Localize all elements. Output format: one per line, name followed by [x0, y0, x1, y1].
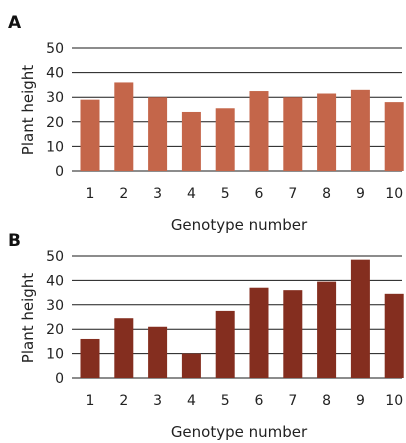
y-tick-label-a-3: 30 [46, 90, 64, 106]
bar-b-9 [350, 259, 370, 378]
x-tick-label-a-6: 6 [255, 186, 264, 202]
bar-a-1 [80, 99, 100, 171]
bars-a [80, 82, 404, 171]
bar-a-7 [283, 97, 303, 171]
x-tick-label-b-2: 2 [119, 393, 128, 409]
bar-a-9 [350, 89, 370, 171]
bar-b-4 [181, 353, 201, 378]
bar-a-3 [148, 97, 168, 171]
bar-a-5 [215, 108, 235, 171]
y-tick-label-a-2: 20 [46, 115, 64, 131]
x-tick-label-b-8: 8 [322, 393, 331, 409]
y-axis-label-a: Plant height [19, 65, 37, 155]
y-tick-label-b-2: 20 [46, 322, 64, 338]
x-tick-label-b-6: 6 [255, 393, 264, 409]
x-tick-label-b-10: 10 [385, 393, 403, 409]
x-tick-label-a-5: 5 [221, 186, 230, 202]
x-tick-label-a-3: 3 [153, 186, 162, 202]
y-tick-label-b-0: 0 [55, 371, 64, 387]
bar-b-6 [249, 287, 269, 378]
y-tick-label-b-1: 10 [46, 347, 64, 363]
y-tick-label-a-4: 40 [46, 66, 64, 82]
x-axis-label-a: Genotype number [171, 216, 308, 234]
bar-a-8 [317, 93, 337, 171]
bar-b-5 [215, 310, 235, 378]
bar-b-7 [283, 290, 303, 378]
bars-b [80, 259, 404, 378]
y-tick-label-a-0: 0 [55, 164, 64, 180]
x-tick-label-a-10: 10 [385, 186, 403, 202]
y-tick-label-b-4: 40 [46, 273, 64, 289]
bar-b-8 [317, 281, 337, 378]
bar-a-2 [114, 82, 134, 171]
x-tick-labels-b: 1 2 3 4 5 6 7 8 9 10 [86, 393, 404, 409]
panel-label-b: B [8, 231, 21, 251]
y-tick-label-a-1: 10 [46, 139, 64, 155]
x-tick-label-a-4: 4 [187, 186, 196, 202]
y-tick-label-b-5: 50 [46, 249, 64, 265]
panel-a: A Plant height 0 10 20 30 40 50 1 2 3 4 5 6 7 8 9 10 G… [8, 13, 404, 234]
y-tick-labels-a: 0 10 20 30 40 50 [46, 41, 64, 180]
x-tick-label-a-8: 8 [322, 186, 331, 202]
y-tick-labels-b: 0 10 20 30 40 50 [46, 249, 64, 387]
x-tick-label-b-9: 9 [356, 393, 365, 409]
bar-b-1 [80, 338, 100, 378]
x-tick-label-b-5: 5 [221, 393, 230, 409]
y-axis-label-b: Plant height [19, 273, 37, 363]
x-tick-label-b-3: 3 [153, 393, 162, 409]
panel-label-a: A [8, 13, 22, 33]
x-tick-label-a-1: 1 [86, 186, 95, 202]
bar-a-6 [249, 91, 269, 171]
x-axis-label-b: Genotype number [171, 423, 308, 441]
x-tick-label-a-2: 2 [119, 186, 128, 202]
x-tick-label-b-7: 7 [288, 393, 297, 409]
bar-b-3 [148, 326, 168, 378]
y-tick-label-b-3: 30 [46, 298, 64, 314]
bar-a-10 [384, 102, 404, 171]
x-tick-label-b-4: 4 [187, 393, 196, 409]
bar-a-4 [181, 111, 201, 171]
panel-b: B Plant height 0 10 20 30 40 50 1 2 3 4 5 6 7 8 9 10 G… [8, 231, 404, 441]
x-tick-label-a-7: 7 [288, 186, 297, 202]
bar-b-10 [384, 293, 404, 378]
x-tick-label-b-1: 1 [86, 393, 95, 409]
y-tick-label-a-5: 50 [46, 41, 64, 57]
x-tick-labels-a: 1 2 3 4 5 6 7 8 9 10 [86, 186, 404, 202]
bar-b-2 [114, 318, 134, 378]
x-tick-label-a-9: 9 [356, 186, 365, 202]
